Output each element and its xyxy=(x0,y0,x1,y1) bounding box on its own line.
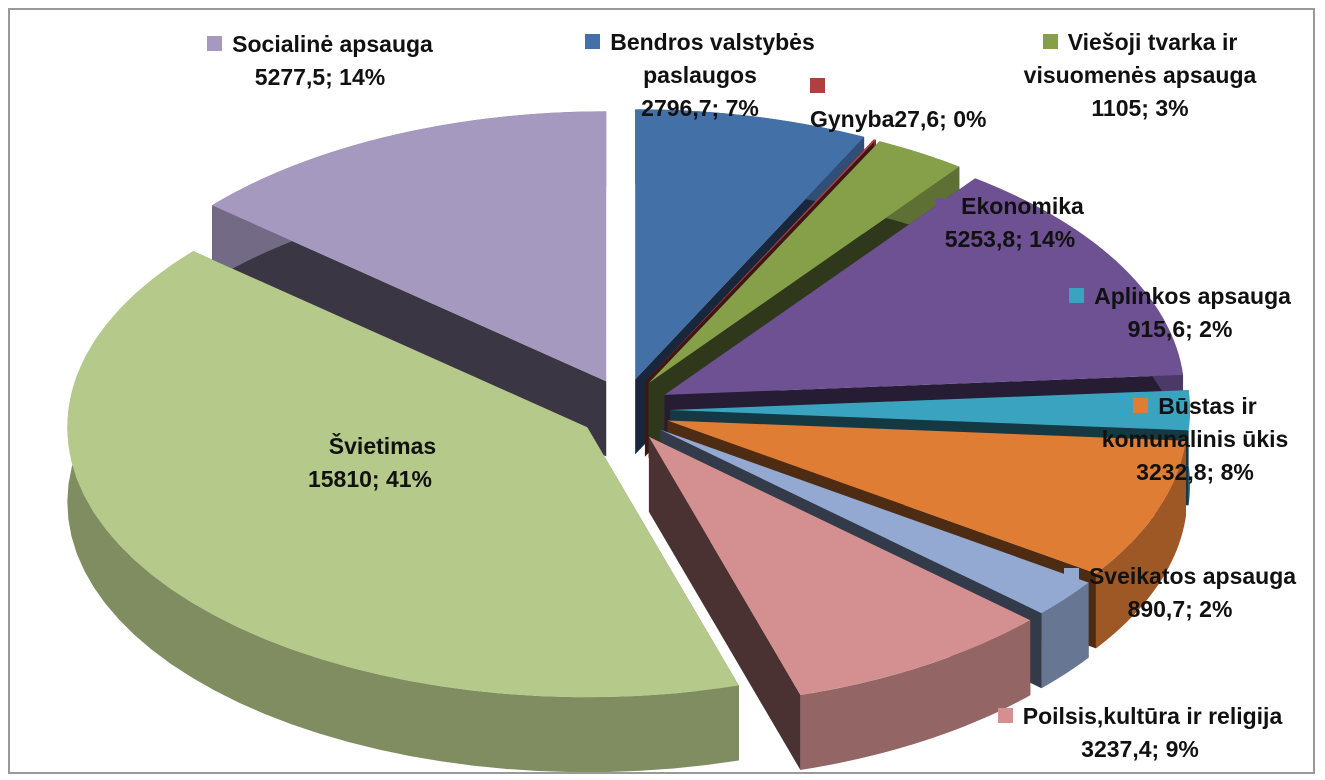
slice-side xyxy=(800,620,1031,770)
chart-frame: Socialinė apsauga 5277,5; 14% Bendros vals… xyxy=(8,8,1315,774)
slice xyxy=(212,111,607,382)
value-label: 5277,5; 14% xyxy=(254,64,386,90)
legend-key xyxy=(207,36,223,51)
slice xyxy=(648,436,1031,695)
chart xyxy=(67,109,1190,772)
slice-side xyxy=(1095,440,1186,649)
legend-key xyxy=(1133,398,1149,413)
value-label: 27,6; 0% xyxy=(894,106,987,132)
legend-key xyxy=(585,34,601,49)
category-label: Gynyba xyxy=(810,106,895,132)
slice-side xyxy=(1041,582,1089,689)
slice xyxy=(664,178,1184,395)
legend-key xyxy=(997,708,1013,723)
legend-key xyxy=(1063,568,1079,583)
category-label: Aplinkos apsauga xyxy=(1094,283,1291,309)
legend-key xyxy=(1042,34,1058,49)
data-label: Švietimas 15810; 41% xyxy=(230,430,510,496)
category-label: Poilsis,kultūra ir religija xyxy=(1022,703,1283,729)
value-label: 1105; 3% xyxy=(1091,95,1189,121)
slice xyxy=(67,251,739,698)
legend-key xyxy=(810,78,825,93)
data-label: Bendros valstybės paslaugos 2796,7; 7% xyxy=(550,26,850,125)
category-label: Švietimas xyxy=(328,433,437,459)
category-label: Viešoji tvarka ir visuomenės apsauga xyxy=(1023,29,1257,88)
slice xyxy=(670,390,1190,431)
slice-side xyxy=(212,111,607,457)
data-label: Viešoji tvarka ir visuomenės apsauga 1105… xyxy=(1000,26,1280,125)
value-label: 15810; 41% xyxy=(307,466,433,492)
value-label: 915,6; 2% xyxy=(1127,316,1233,342)
data-label: Poilsis,kultūra ir religija 3237,4; 9% xyxy=(990,700,1290,766)
slice xyxy=(644,139,876,382)
category-label: Socialinė apsauga xyxy=(232,31,433,57)
slice xyxy=(660,429,1089,614)
slice xyxy=(648,141,960,384)
data-label: Gynyba27,6; 0% xyxy=(810,70,1060,136)
value-label: 5253,8; 14% xyxy=(944,226,1076,252)
category-label: Sveikatos apsauga xyxy=(1088,563,1297,589)
slice-side xyxy=(67,251,739,772)
category-label: Būstas ir komunalinis ūkis xyxy=(1101,393,1289,452)
category-label: Bendros valstybės paslaugos xyxy=(610,29,815,88)
legend-key xyxy=(936,198,952,213)
data-label: Ekonomika 5253,8; 14% xyxy=(870,190,1150,256)
value-label: 3237,4; 9% xyxy=(1081,736,1199,762)
slice xyxy=(635,109,865,380)
category-label: Ekonomika xyxy=(961,193,1084,219)
slice xyxy=(667,420,1186,574)
legend-key xyxy=(303,438,319,453)
value-label: 890,7; 2% xyxy=(1127,596,1233,622)
value-label: 3232,8; 8% xyxy=(1136,459,1254,485)
legend-key xyxy=(1069,288,1085,303)
data-label: Socialinė apsauga 5277,5; 14% xyxy=(170,28,470,94)
data-label: Aplinkos apsauga 915,6; 2% xyxy=(1050,280,1310,346)
data-label: Sveikatos apsauga 890,7; 2% xyxy=(1040,560,1313,626)
value-label: 2796,7; 7% xyxy=(641,95,759,121)
data-label: Būstas ir komunalinis ūkis 3232,8; 8% xyxy=(1080,390,1310,489)
